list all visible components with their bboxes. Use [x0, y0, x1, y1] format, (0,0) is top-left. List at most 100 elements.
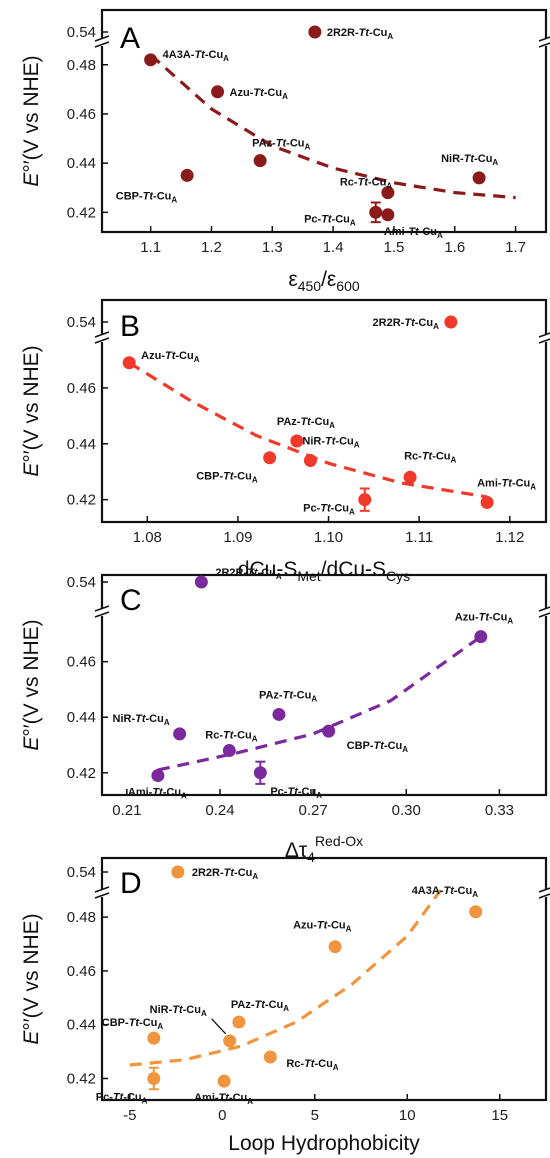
axis-break-mark	[94, 41, 110, 48]
point-label-nir: NiR-Tt-CuA	[113, 713, 170, 727]
point-label-2r2r: 2R2R-Tt-CuA	[327, 27, 394, 41]
point-label-2r2r: 2R2R-Tt-CuA	[192, 867, 259, 881]
y-tick-label: 0.46	[67, 380, 96, 397]
point-label-2r2r: 2R2R-Tt-CuA	[215, 567, 282, 581]
point-label-rc: Rc-Tt-CuA	[205, 730, 257, 744]
data-point-paz	[272, 707, 286, 721]
x-axis-label: Loop Hydrophobicity	[228, 1132, 420, 1155]
x-tick-label: 15	[491, 1107, 508, 1124]
plot-frame	[100, 573, 548, 797]
axis-break-mark	[538, 338, 550, 344]
axis-break-mark	[94, 331, 110, 338]
x-axis-label-slash: /ε	[321, 268, 336, 291]
point-label-4a3a: 4A3A-Tt-CuA	[163, 49, 230, 63]
x-axis-label: Δτ4Red-Ox	[285, 833, 363, 865]
point-label-azu: Azu-Tt-CuA	[141, 350, 200, 364]
axis-break-mark	[94, 886, 110, 893]
x-tick-label: 1.10	[314, 529, 343, 546]
data-point-paz	[253, 154, 267, 168]
x-tick-label: 1.08	[133, 529, 162, 546]
axis-break-mark	[94, 605, 110, 612]
y-tick-label: 0.46	[67, 654, 96, 671]
fit-curve	[149, 53, 516, 200]
x-tick-label: 1.6	[444, 239, 465, 256]
x-tick-label: 1.3	[262, 239, 283, 256]
data-point-cbp	[263, 451, 277, 465]
plot-frame	[100, 8, 548, 234]
x-tick-label: 1.2	[201, 239, 222, 256]
data-point-azu	[122, 356, 136, 370]
panel-letter: B	[120, 310, 140, 343]
y-tick-label: 0.48	[67, 57, 96, 74]
axis-break-gap	[540, 608, 550, 616]
plot-frame	[100, 298, 548, 524]
y-tick-label: 0.42	[67, 204, 96, 221]
point-label-2r2r: 2R2R-Tt-CuA	[373, 317, 440, 331]
y-axis-label-e: E	[20, 736, 43, 751]
axis-break-gap	[540, 889, 550, 897]
point-label-ami: Ami-Tt-CuA	[477, 477, 536, 491]
data-point-pc	[358, 493, 372, 507]
y-tick-label: 0.46	[67, 106, 96, 123]
data-point-ami	[151, 769, 165, 783]
data-point-pc	[369, 205, 383, 219]
x-axis-label-main: ε	[288, 268, 297, 291]
y-tick-label: 0.54	[67, 314, 96, 331]
point-label-rc: Rc-Tt-CuA	[286, 1058, 338, 1072]
x-tick-label: 1.09	[223, 529, 252, 546]
x-tick-label: -5	[123, 1107, 136, 1124]
point-label-ami: Ami-Tt-CuA	[194, 1092, 253, 1106]
point-label-paz: PAz-Tt-CuA	[252, 138, 310, 152]
point-label-nir: NiR-Tt-CuA	[302, 436, 359, 450]
y-tick-label: 0.54	[67, 574, 96, 591]
point-label-pc: Pc-Tt-CuA	[96, 1091, 148, 1105]
x-axis-label-sup: Red-Ox	[315, 833, 363, 849]
y-tick-label: 0.48	[67, 909, 96, 926]
data-point-azu	[474, 630, 488, 644]
chart-panel-C: 0.21 0.24 0.27 0.30 0.33 0.42 0.44 0.46 0.54 E°′(…	[20, 567, 550, 865]
x-tick-label: 0.27	[299, 802, 328, 819]
data-point-nir	[173, 727, 187, 741]
axis-break-mark	[538, 887, 550, 893]
y-axis-label-rest: °′(V vs NHE)	[20, 619, 43, 736]
data-point-nir	[303, 454, 317, 468]
data-point-nir	[472, 171, 486, 185]
y-tick-label: 0.54	[67, 864, 96, 881]
leader-line	[211, 1018, 227, 1035]
data-point-cbp	[322, 724, 336, 738]
axis-break-gap	[96, 38, 108, 46]
axis-break-mark	[94, 337, 110, 344]
x-tick-label: 0.33	[485, 802, 514, 819]
data-point-4a3a	[469, 905, 483, 919]
data-point-ami	[381, 208, 395, 222]
data-point-nir	[223, 1034, 237, 1048]
x-tick-label: 0.21	[112, 802, 141, 819]
y-axis-label-e: E	[20, 172, 43, 187]
data-point-2r2r	[444, 315, 458, 329]
y-axis-label: E°′(V vs NHE)	[20, 619, 43, 750]
y-tick-label: 0.44	[67, 436, 96, 453]
data-point-cbp	[147, 1031, 161, 1045]
y-axis-label: E°′(V vs NHE)	[20, 55, 43, 186]
chart-panel-D: -5 0 5 10 15 0.42 0.44 0.46 0.48 0.54 E°′(V vs NHE…	[20, 856, 550, 1155]
y-axis-label-rest: °′(V vs NHE)	[20, 345, 43, 462]
y-tick-label: 0.42	[67, 492, 96, 509]
x-axis-label: ε450/ε600	[288, 268, 360, 294]
panel-letter: C	[120, 584, 142, 617]
axis-break-mark	[94, 35, 110, 42]
data-point-pc	[147, 1071, 161, 1085]
data-point-cbp	[180, 168, 194, 182]
data-point-rc	[403, 470, 417, 484]
data-point-ami	[217, 1074, 231, 1088]
data-point-azu	[328, 940, 342, 954]
data-point-paz	[232, 1015, 246, 1029]
point-label-rc: Rc-Tt-CuA	[340, 177, 392, 191]
axis-break-gap	[540, 38, 550, 46]
x-tick-label: 1.1	[140, 239, 161, 256]
x-axis-label-main: Loop Hydrophobicity	[228, 1132, 420, 1155]
y-axis-label-e: E	[20, 1030, 43, 1045]
x-tick-label: 10	[399, 1107, 416, 1124]
axis-break-gap	[96, 334, 108, 342]
axis-break-mark	[538, 606, 550, 612]
x-tick-label: 1.7	[505, 239, 526, 256]
